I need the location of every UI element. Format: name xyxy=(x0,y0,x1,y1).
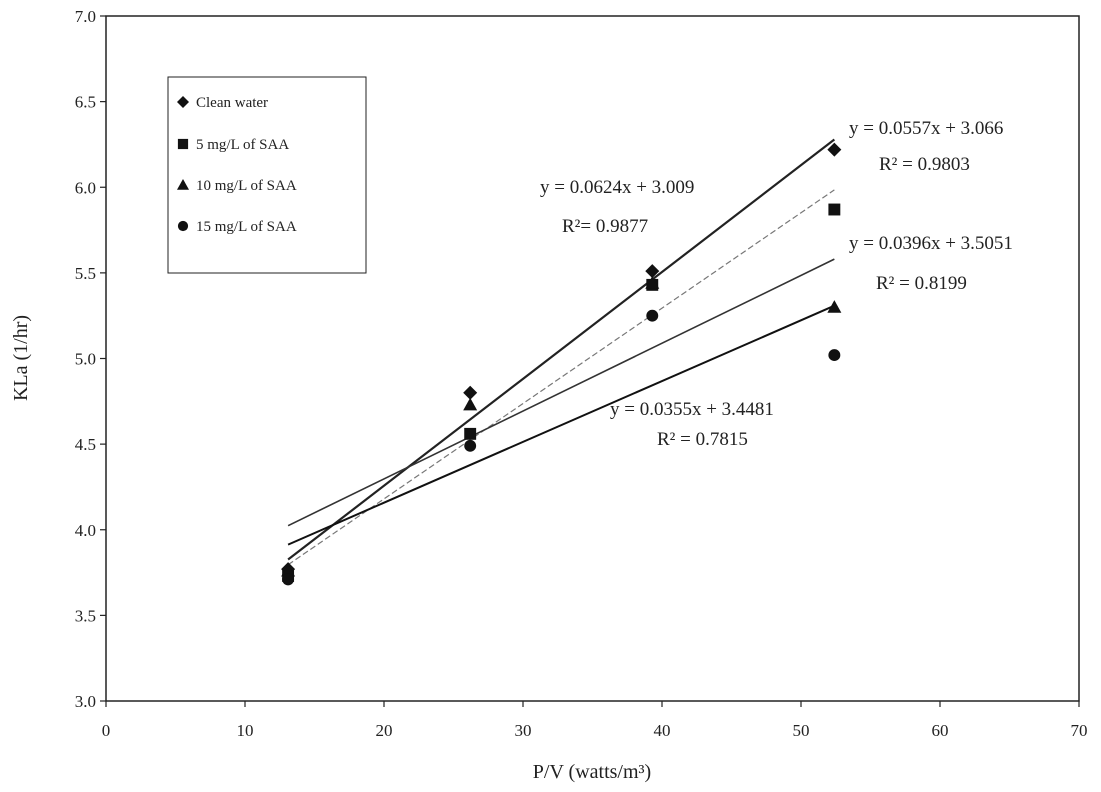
data-point-circle xyxy=(464,439,477,452)
x-tick-label: 50 xyxy=(793,721,810,740)
trendline xyxy=(287,138,836,561)
data-point-circle xyxy=(646,309,659,322)
x-tick-label: 60 xyxy=(932,721,949,740)
y-tick-label: 4.0 xyxy=(75,521,96,540)
x-tick-label: 70 xyxy=(1071,721,1088,740)
data-point-diamond xyxy=(645,264,660,279)
y-tick-label: 6.0 xyxy=(75,178,96,197)
trendlines xyxy=(287,138,836,566)
data-point-triangle xyxy=(827,300,842,313)
trendline-r2: R² = 0.8199 xyxy=(876,273,967,294)
y-tick-label: 5.5 xyxy=(75,264,96,283)
x-tick-label: 0 xyxy=(102,721,111,740)
trendline xyxy=(287,304,835,546)
axes: 0 10 20 30 40 50 60 70 3.0 3.5 4.0 4.5 5.0 5.5 6.0 6.5 7… xyxy=(75,7,1088,740)
data-point-triangle xyxy=(645,276,660,289)
y-tick-label: 3.0 xyxy=(75,692,96,711)
x-tick-label: 40 xyxy=(654,721,671,740)
legend-label: 15 mg/L of SAA xyxy=(196,219,297,235)
legend-label: Clean water xyxy=(196,95,268,111)
data-point-square xyxy=(828,203,841,216)
trendline-equations: y = 0.0557x + 3.066 R² = 0.9803 y = 0.0624… xyxy=(540,118,1013,450)
trendline xyxy=(287,258,835,527)
legend: Clean water 5 mg/L of SAA 10 mg/L of SAA 15… xyxy=(167,76,367,274)
y-tick-label: 4.5 xyxy=(75,435,96,454)
legend-marker-diamond xyxy=(177,96,189,108)
data-point-square xyxy=(464,427,477,440)
legend-label: 5 mg/L of SAA xyxy=(196,137,289,153)
data-point-diamond xyxy=(463,385,478,400)
data-point-triangle xyxy=(463,397,478,411)
legend-label: 10 mg/L of SAA xyxy=(196,178,297,194)
trendline-r2: R²= 0.9877 xyxy=(562,216,648,237)
data-point-triangle xyxy=(281,563,296,577)
x-tick-label: 10 xyxy=(237,721,254,740)
y-tick-label: 6.5 xyxy=(75,93,96,112)
y-axis-title: KLa (1/hr) xyxy=(10,315,32,401)
legend-box xyxy=(167,76,367,274)
trendline-r2: R² = 0.9803 xyxy=(879,154,970,175)
trendline-equation: y = 0.0624x + 3.009 xyxy=(540,177,694,198)
y-tick-label: 3.5 xyxy=(75,606,96,625)
y-tick-label: 7.0 xyxy=(75,7,96,26)
data-point-circle xyxy=(828,349,841,362)
legend-marker-square xyxy=(177,138,189,150)
data-point-circle xyxy=(282,573,295,586)
x-tick-label: 30 xyxy=(515,721,532,740)
legend-marker-circle xyxy=(177,220,189,232)
x-tick-label: 20 xyxy=(376,721,393,740)
trendline-equation: y = 0.0396x + 3.5051 xyxy=(849,233,1013,254)
trendline-equation: y = 0.0355x + 3.4481 xyxy=(610,399,774,420)
data-points xyxy=(281,142,842,586)
trendline-equation: y = 0.0557x + 3.066 xyxy=(849,118,1003,139)
legend-marker-triangle xyxy=(177,179,189,190)
data-point-diamond xyxy=(827,142,842,157)
y-tick-label: 5.0 xyxy=(75,350,96,369)
trendline-r2: R² = 0.7815 xyxy=(657,429,748,450)
x-axis-title: P/V (watts/m³) xyxy=(533,761,651,783)
trendline xyxy=(287,189,835,566)
